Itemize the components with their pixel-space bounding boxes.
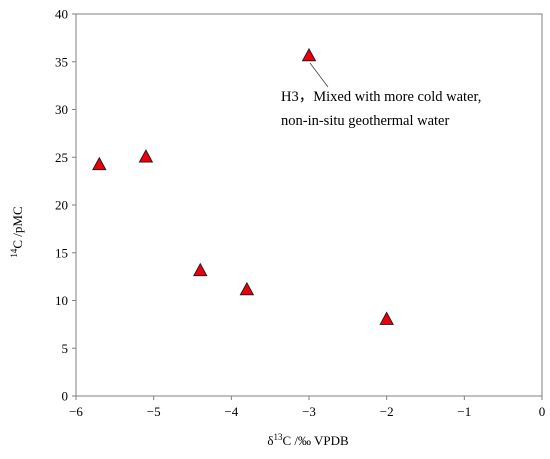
data-point-triangle: [239, 281, 255, 296]
y-tick-label: 35: [55, 54, 68, 69]
x-axis-label-superscript: 13: [273, 432, 283, 442]
y-axis-label-text: C /pMC: [10, 206, 25, 248]
data-points: [92, 47, 394, 325]
y-tick-label: 40: [55, 7, 68, 22]
x-tick-label: −2: [380, 404, 394, 419]
x-axis-label-delta: δ: [267, 433, 273, 448]
annotation-text-line: H3，Mixed with more cold water,: [281, 89, 481, 105]
annotation-leader-line: [309, 62, 329, 88]
y-tick-label: 25: [55, 150, 68, 165]
annotation-text-line: non-in-situ geothermal water: [281, 113, 449, 129]
data-point-triangle: [379, 311, 394, 325]
y-axis-ticks: 0 5 10 15 20 25 30 35 40: [55, 7, 76, 404]
x-tick-label: −1: [457, 404, 471, 419]
x-tick-label: −4: [224, 404, 238, 419]
x-axis-label-text: C /‰ VPDB: [282, 433, 349, 448]
plot-area-frame: [75, 13, 543, 397]
y-axis-label: 14C /pMC: [9, 206, 25, 257]
y-tick-label: 5: [62, 341, 69, 356]
y-tick-label: 15: [55, 245, 68, 260]
x-tick-label: −6: [69, 404, 83, 419]
y-tick-label: 10: [55, 293, 68, 308]
x-axis-ticks: −6 −5 −4 −3 −2 −1 0: [69, 396, 545, 419]
data-point-triangle: [193, 262, 208, 277]
y-tick-label: 0: [62, 389, 69, 404]
y-tick-label: 20: [55, 198, 68, 213]
x-tick-label: −3: [302, 404, 316, 419]
data-point-triangle: [301, 47, 317, 62]
y-tick-label: 30: [55, 102, 68, 117]
x-tick-label: −5: [147, 404, 161, 419]
x-axis-label: δ13C /‰ VPDB: [267, 432, 349, 448]
y-axis-label-superscript: 14: [9, 248, 19, 258]
data-point-triangle: [138, 149, 154, 163]
data-point-triangle: [92, 156, 107, 171]
x-tick-label: 0: [539, 404, 546, 419]
annotation-layer: H3，Mixed with more cold water, non-in-sit…: [281, 62, 481, 129]
